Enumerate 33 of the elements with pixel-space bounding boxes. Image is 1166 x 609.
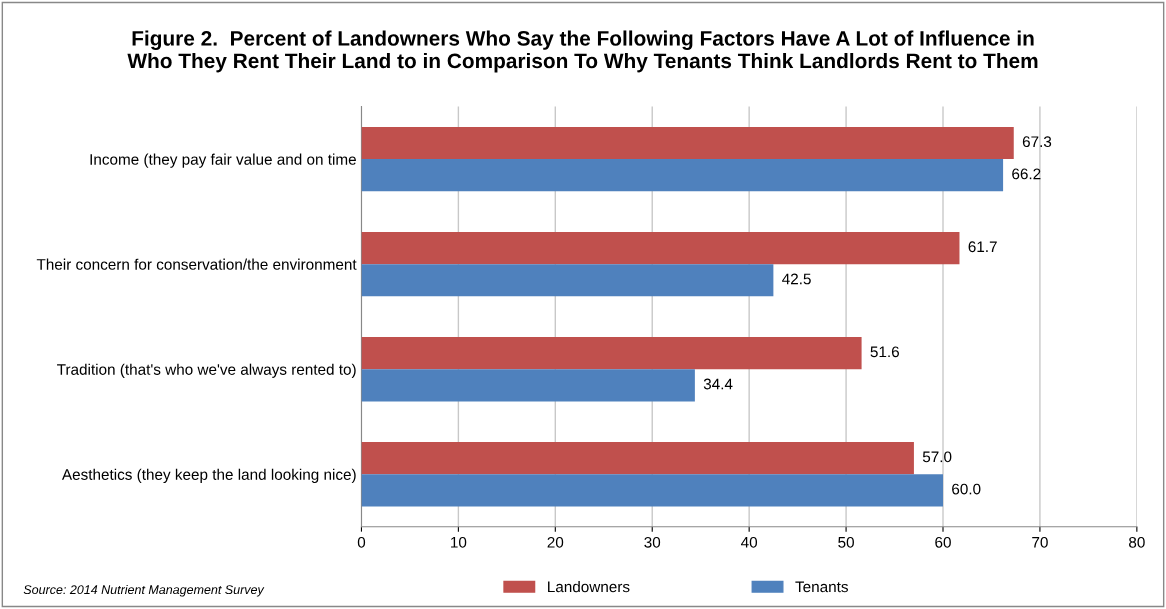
y-tick-label: Their concern for conservation/the environment [36, 258, 357, 270]
data-label: 51.6 [870, 346, 899, 358]
data-label: 57.0 [922, 451, 952, 463]
bar [361, 159, 1004, 192]
data-label: 60.0 [952, 483, 981, 495]
bar [361, 264, 774, 297]
x-tick-label: 70 [1032, 536, 1048, 548]
bar [361, 442, 914, 475]
data-label: 66.2 [1012, 168, 1041, 180]
data-label: 67.3 [1022, 136, 1052, 148]
y-tick-label: Aesthetics (they keep the land looking nice) [61, 468, 356, 483]
bar [361, 336, 862, 370]
bar [361, 369, 695, 402]
chart-title: Figure 2. Percent of Landowners Who Say the Following Factors Have A Lot of Influence in Who They Rent Their Land to in Comparison To Why Tenants Think Landlords Rent to Them [127, 30, 1038, 73]
y-tick-label: Tradition (that's who we've always rented to) [57, 363, 356, 378]
bar [361, 231, 960, 265]
bar [361, 474, 943, 507]
data-label: 42.5 [782, 273, 811, 285]
x-tick-label: 0 [357, 536, 366, 548]
x-tick-label: 20 [547, 536, 564, 548]
legend-label: Landowners [548, 581, 630, 593]
legend-label: Tenants [795, 581, 848, 593]
bar [361, 126, 1014, 160]
x-tick-label: 60 [935, 536, 951, 548]
y-tick-label: Income (they pay fair value and on time [90, 153, 356, 168]
x-tick-label: 10 [451, 536, 467, 548]
data-label: 61.7 [968, 241, 997, 253]
x-tick-label: 50 [838, 536, 854, 548]
data-label: 34.4 [703, 378, 733, 390]
source-note: Source: 2014 Nutrient Management Survey [23, 584, 265, 597]
x-tick-label: 80 [1129, 536, 1145, 548]
x-tick-label: 30 [644, 536, 661, 548]
x-tick-label: 40 [741, 536, 758, 548]
